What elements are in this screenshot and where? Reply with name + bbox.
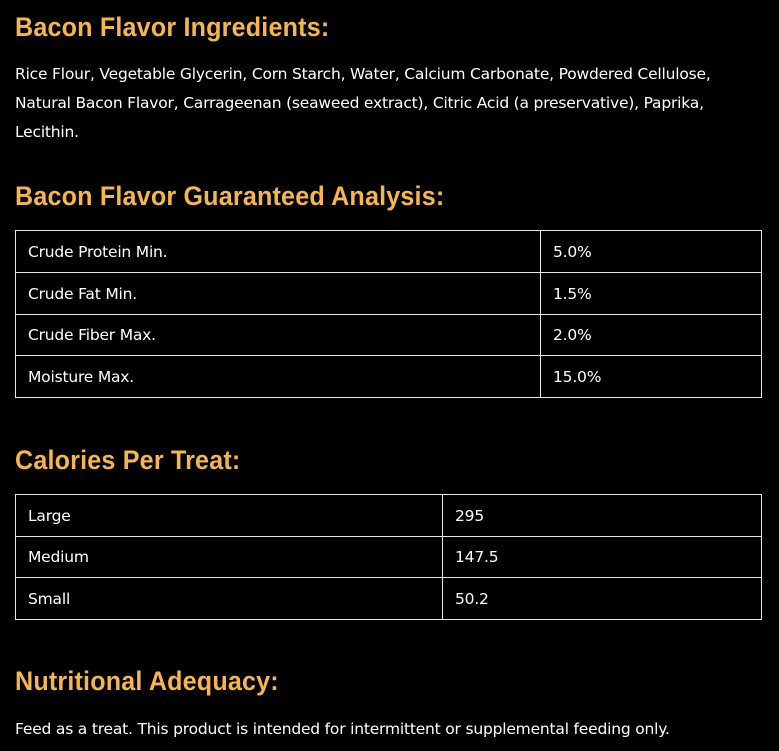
table-row: Large 295 — [15, 494, 762, 537]
analysis-table: Crude Protein Min. 5.0% Crude Fat Min. 1… — [15, 230, 762, 398]
table-row: Crude Fat Min. 1.5% — [15, 272, 762, 315]
analysis-heading: Bacon Flavor Guaranteed Analysis: — [15, 181, 445, 211]
analysis-value-moisture: 15.0% — [540, 355, 762, 398]
analysis-label-moisture: Moisture Max. — [15, 355, 541, 398]
analysis-label-fat: Crude Fat Min. — [15, 272, 541, 315]
ingredients-text: Rice Flour, Vegetable Glycerin, Corn Sta… — [15, 65, 711, 141]
analysis-label-protein: Crude Protein Min. — [15, 230, 541, 273]
adequacy-text: Feed as a treat. This product is intende… — [15, 720, 670, 738]
analysis-value-fat: 1.5% — [540, 272, 762, 315]
table-row: Crude Protein Min. 5.0% — [15, 230, 762, 273]
table-row: Moisture Max. 15.0% — [15, 355, 762, 398]
calories-value-large: 295 — [442, 494, 762, 537]
calories-label-large: Large — [15, 494, 443, 537]
analysis-value-protein: 5.0% — [540, 230, 762, 273]
analysis-value-fiber: 2.0% — [540, 314, 762, 356]
calories-table: Large 295 Medium 147.5 Small 50.2 — [15, 494, 762, 620]
table-row: Small 50.2 — [15, 577, 762, 620]
analysis-label-fiber: Crude Fiber Max. — [15, 314, 541, 356]
calories-label-medium: Medium — [15, 536, 443, 578]
calories-value-medium: 147.5 — [442, 536, 762, 578]
table-row: Medium 147.5 — [15, 536, 762, 578]
calories-heading: Calories Per Treat: — [15, 445, 241, 475]
table-row: Crude Fiber Max. 2.0% — [15, 314, 762, 356]
calories-value-small: 50.2 — [442, 577, 762, 620]
adequacy-heading: Nutritional Adequacy: — [15, 666, 279, 696]
calories-label-small: Small — [15, 577, 443, 620]
ingredients-heading: Bacon Flavor Ingredients: — [15, 12, 330, 42]
